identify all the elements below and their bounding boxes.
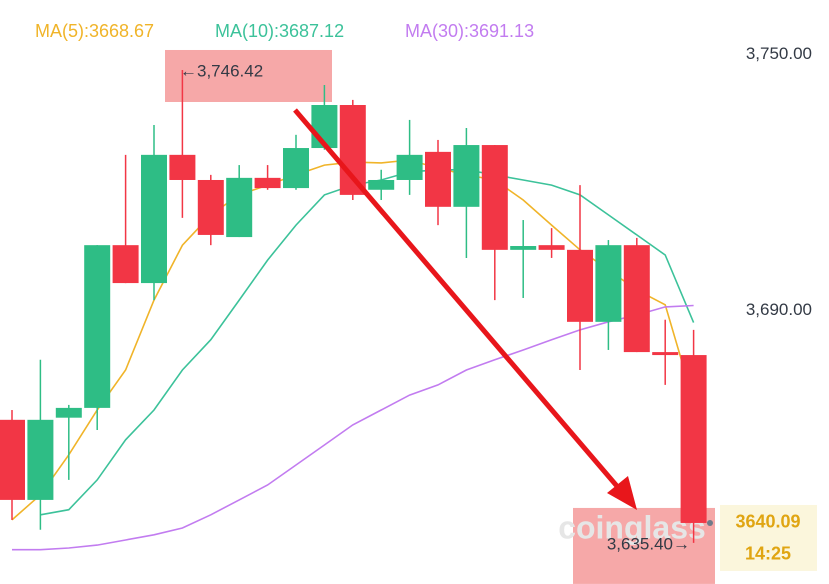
price-tag: [720, 504, 817, 571]
candle-body: [595, 245, 622, 322]
candle-body: [55, 407, 82, 418]
high-annotation: ←3,746.42: [180, 61, 263, 80]
candle-body: [27, 419, 54, 500]
candle-body: [680, 355, 707, 523]
candle-body: [623, 245, 650, 353]
candle-body: [567, 249, 593, 322]
candle-body: [84, 245, 111, 408]
candle-body: [510, 246, 537, 250]
candle-body: [396, 154, 423, 180]
candle-body: [197, 179, 224, 235]
candle-body: [169, 154, 196, 180]
high-annotation-box: [165, 49, 332, 102]
y-tick-label: 3,750.00: [746, 44, 812, 63]
legend-entry: MA(5):3668.67: [35, 21, 154, 41]
legend-entry: MA(10):3687.12: [215, 21, 344, 41]
countdown: 14:25: [745, 544, 791, 564]
y-tick-label: 3,690.00: [746, 300, 812, 319]
trend-arrow: [293, 108, 637, 510]
candle-body: [339, 105, 366, 195]
candle-body: [283, 148, 309, 189]
candle-body: [226, 177, 253, 238]
price-dot: [707, 519, 713, 526]
last-price: 3640.09: [735, 512, 800, 532]
arrow-shaft: [293, 108, 624, 494]
candle-body: [0, 419, 25, 500]
candle-body: [112, 245, 139, 284]
ma-line: [40, 169, 695, 516]
candle-body: [425, 151, 451, 207]
candle-body: [652, 352, 679, 356]
arrow-head: [607, 476, 637, 510]
candle-body: [453, 145, 480, 207]
candle-body: [254, 177, 281, 189]
candle-body: [368, 179, 395, 190]
legend-entry: MA(30):3691.13: [405, 21, 534, 41]
low-annotation: 3,635.40→: [607, 534, 690, 553]
candle-body: [538, 245, 565, 250]
candle-body: [481, 145, 508, 250]
candle-body: [141, 154, 167, 284]
